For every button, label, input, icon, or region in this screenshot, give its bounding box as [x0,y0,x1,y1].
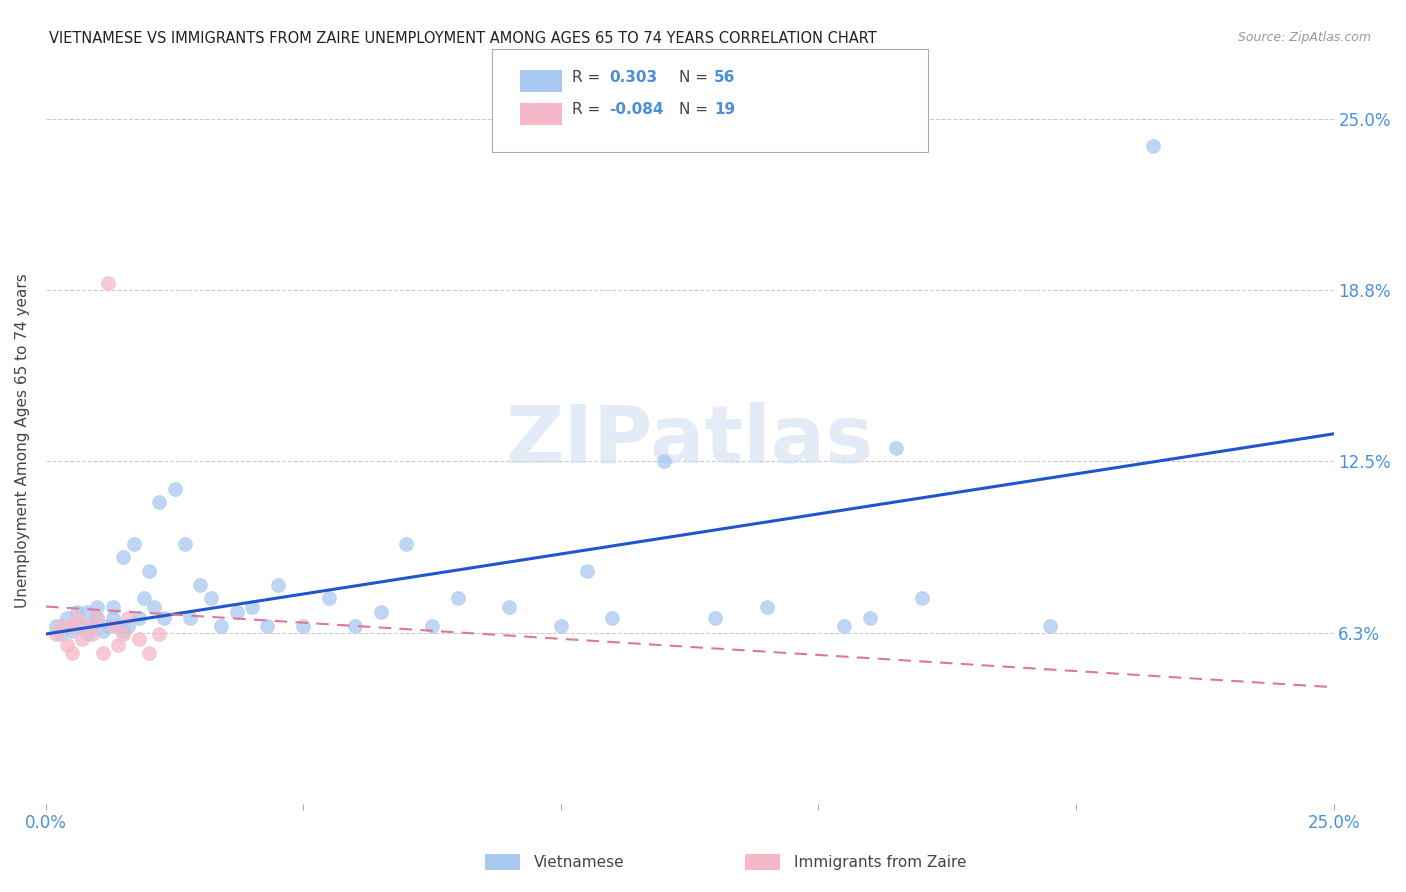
Point [101,599,124,614]
Point [60,619,83,633]
Point [225,605,247,619]
Point [148,627,170,641]
Point [138,646,160,660]
Point [112,550,135,565]
Point [447,591,470,606]
Text: 0.303: 0.303 [609,70,657,85]
Point [66,605,89,619]
Point [82,619,104,633]
Point [704,610,727,624]
Point [101,610,124,624]
Point [153,610,176,624]
Point [117,610,139,624]
Point [51,627,73,641]
Point [91,624,114,639]
Point [256,619,278,633]
Point [143,599,166,614]
Point [132,591,155,606]
Text: N =: N = [679,103,713,117]
Point [1039,619,1062,633]
Point [117,619,139,633]
Point [756,599,779,614]
Point [292,619,315,633]
Point [112,627,135,641]
Point [179,610,201,624]
Point [602,610,624,624]
Point [267,577,290,591]
Point [55,638,77,652]
Point [86,599,108,614]
Text: 19: 19 [714,103,735,117]
Point [318,591,340,606]
Point [209,619,232,633]
Point [138,564,160,578]
Point [55,610,77,624]
Point [190,577,212,591]
Point [240,599,263,614]
Y-axis label: Unemployment Among Ages 65 to 74 years: Unemployment Among Ages 65 to 74 years [15,273,30,608]
Point [128,632,150,647]
Point [112,624,135,639]
Point [148,495,170,509]
Point [832,619,855,633]
Point [550,619,572,633]
Text: ZIPatlas: ZIPatlas [506,401,875,480]
Point [122,536,145,550]
Point [101,619,124,633]
Point [97,276,120,290]
Point [66,610,89,624]
Text: Immigrants from Zaire: Immigrants from Zaire [794,855,967,870]
Point [82,627,104,641]
Point [575,564,598,578]
Point [652,454,675,468]
Point [859,610,882,624]
Point [1142,139,1164,153]
Point [343,619,366,633]
Point [70,632,93,647]
Point [45,619,67,633]
Point [163,482,186,496]
Text: N =: N = [679,70,713,85]
Point [420,619,443,633]
Point [498,599,520,614]
Point [76,619,98,633]
Point [76,627,98,641]
Point [107,638,129,652]
Point [51,619,73,633]
Point [884,441,907,455]
Point [128,610,150,624]
Point [60,624,83,639]
Point [395,536,418,550]
Point [174,536,197,550]
Text: -0.084: -0.084 [609,103,664,117]
Text: 56: 56 [714,70,735,85]
Point [91,646,114,660]
Text: R =: R = [572,70,606,85]
Point [76,605,98,619]
Point [86,610,108,624]
Point [97,619,120,633]
Point [45,627,67,641]
Point [70,619,93,633]
Point [910,591,932,606]
Text: Source: ZipAtlas.com: Source: ZipAtlas.com [1237,31,1371,45]
Point [107,619,129,633]
Text: R =: R = [572,103,606,117]
Point [370,605,392,619]
Text: VIETNAMESE VS IMMIGRANTS FROM ZAIRE UNEMPLOYMENT AMONG AGES 65 TO 74 YEARS CORRE: VIETNAMESE VS IMMIGRANTS FROM ZAIRE UNEM… [49,31,877,46]
Point [86,610,108,624]
Point [60,646,83,660]
Point [200,591,222,606]
Text: Vietnamese: Vietnamese [534,855,624,870]
